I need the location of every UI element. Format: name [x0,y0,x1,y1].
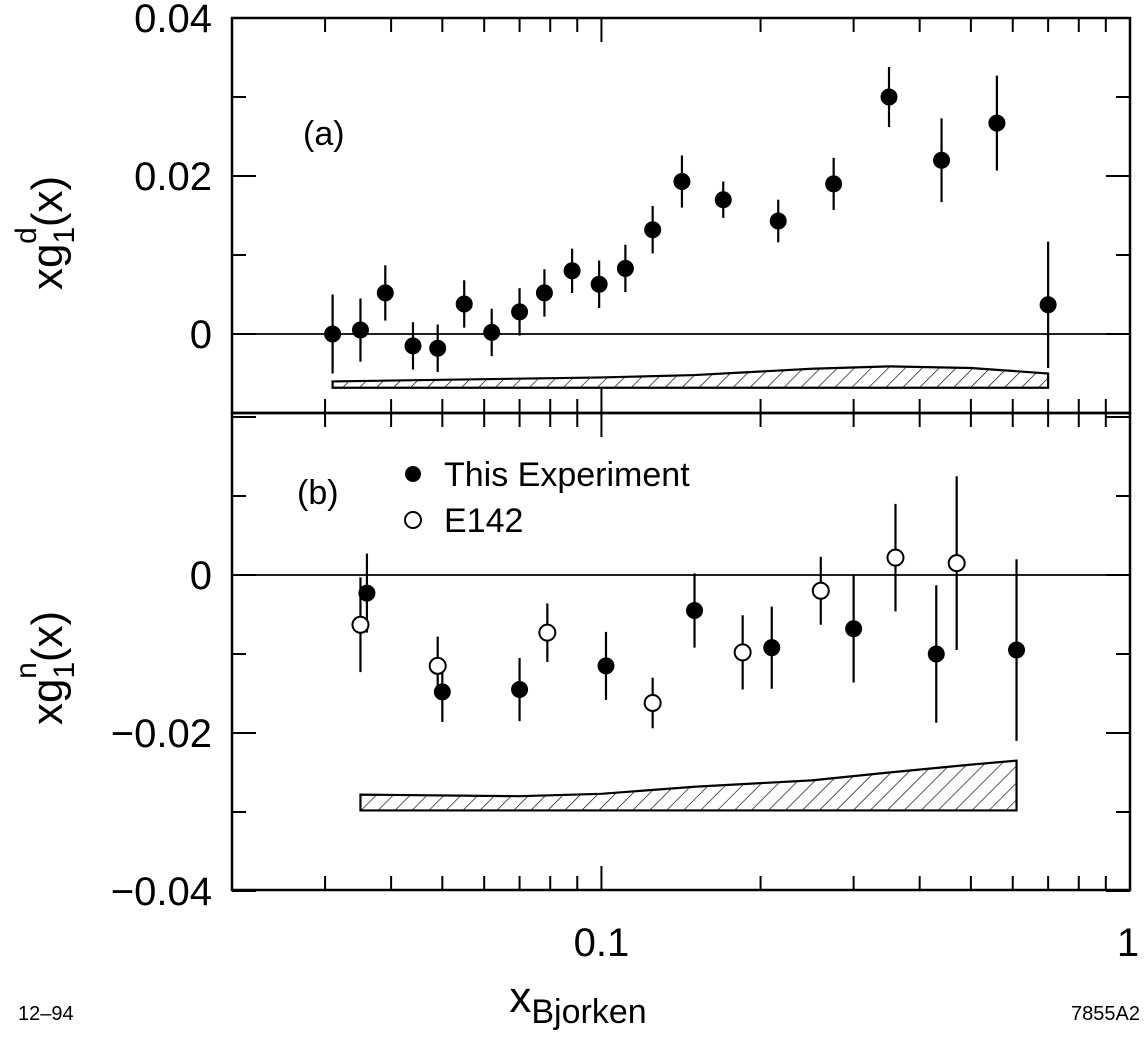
this-experiment-point-4 [429,339,447,357]
panel-a-ytick-label-0.02: 0.02 [134,155,212,199]
this-experiment-point-13 [673,173,691,191]
legend-open-circle-marker [404,511,422,529]
legend-filled-circle-marker [405,466,421,482]
panel-a-ytick-label-0.04: 0.04 [134,0,212,41]
panel-b-systematic-band [359,759,1018,812]
panel-b-ylabel-sup: n [10,662,43,679]
this-experiment-point-18 [933,151,951,169]
e142-point-2 [538,623,557,642]
date-code: 12–94 [18,1003,74,1025]
this-experiment-point-4 [686,602,704,620]
panel-a-systematic-band [331,365,1050,389]
e142-point-0 [351,615,370,634]
e142-point-7 [947,554,966,573]
e142-point-3 [643,693,662,712]
this-experiment-point-1 [351,321,369,339]
panel-b-ytick-label-minus-0.02: −0.02 [111,712,212,756]
panel-b-ylabel-base: xg [23,679,72,725]
this-experiment-point-7 [511,303,529,321]
panel-b-ytick-label-0: 0 [190,554,212,598]
this-experiment-point-5 [763,639,781,657]
this-experiment-point-6 [845,620,863,638]
x-axis-label-base: x [509,973,531,1022]
this-experiment-point-8 [535,284,553,302]
this-experiment-point-15 [769,212,787,230]
panel-a-ylabel-sub: 1 [48,227,81,244]
this-experiment-point-19 [988,114,1006,132]
x-axis-label-sub: Bjorken [531,993,646,1031]
legend: This Experiment E142 [404,456,690,540]
e142-point-4 [733,643,752,662]
this-experiment-point-3 [404,337,422,355]
figure-id: 7855A2 [1071,1003,1140,1025]
legend-label-this-experiment: This Experiment [444,456,690,494]
this-experiment-point-12 [644,221,662,239]
xtick-label-0.1: 0.1 [574,921,630,965]
e142-point-6 [886,548,905,567]
this-experiment-point-10 [590,275,608,293]
this-experiment-point-2 [376,284,394,302]
panel-b-ylabel-sub: 1 [48,662,81,679]
panel-a-label: (a) [303,115,345,153]
this-experiment-point-3 [597,657,615,675]
this-experiment-point-0 [358,584,376,602]
x-axis-label: xBjorken [509,973,646,1031]
panel-b-ylabel-suffix: (x) [23,611,72,662]
panel-b-label: (b) [297,474,339,512]
this-experiment-point-0 [324,325,342,343]
this-experiment-point-9 [563,262,581,280]
panel-b-data-points [351,476,1026,741]
xtick-label-1: 1 [1117,921,1139,965]
e142-point-5 [811,581,830,600]
this-experiment-point-7 [927,645,945,663]
e142-point-1 [428,656,447,675]
this-experiment-point-16 [825,175,843,193]
panel-a-ylabel-sup: d [10,227,43,244]
panel-a-ylabel: xg1d(x) [10,176,81,290]
this-experiment-point-2 [511,681,529,699]
panel-b-ticks [231,413,1131,892]
panel-a-data-points [324,66,1057,374]
this-experiment-point-20 [1039,296,1057,314]
this-experiment-point-5 [455,295,473,313]
panel-b-ylabel: xg1n(x) [10,611,81,725]
panel-a-ytick-label-0: 0 [190,313,212,357]
panel-b-ytick-label-minus-0.04: −0.04 [111,870,212,914]
panel-b-frame [230,411,1132,892]
this-experiment-point-6 [483,323,501,341]
this-experiment-point-14 [714,191,732,209]
this-experiment-point-8 [1008,641,1026,659]
panel-a-ticks [231,17,1131,414]
legend-label-e142: E142 [444,502,523,540]
panel-a-frame [230,16,1132,415]
this-experiment-point-11 [616,259,634,277]
this-experiment-point-17 [880,88,898,106]
panel-a-ylabel-base: xg [23,244,72,290]
panel-a-ylabel-suffix: (x) [23,176,72,227]
